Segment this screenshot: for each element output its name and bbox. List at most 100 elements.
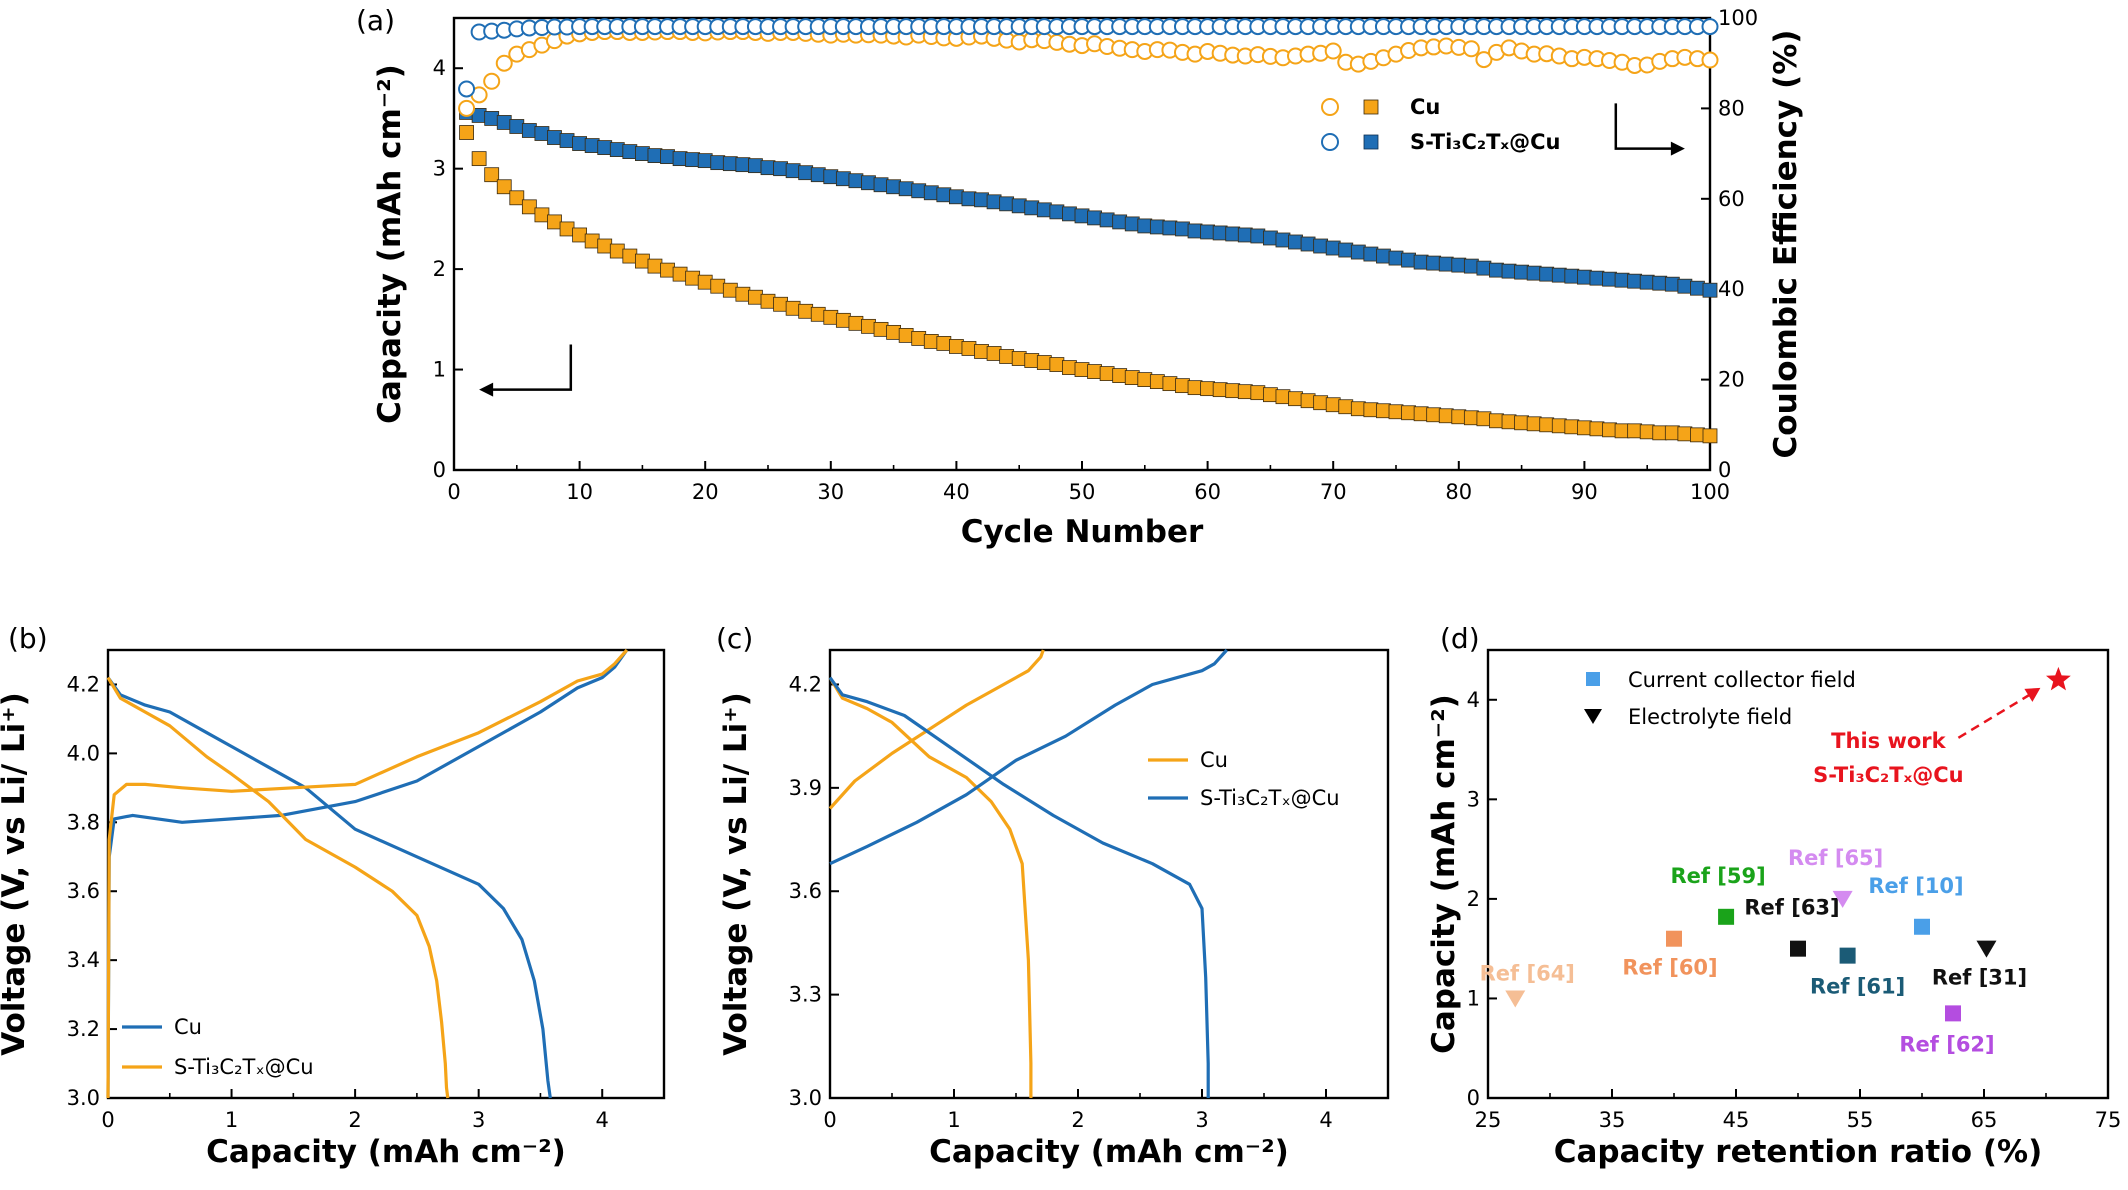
panel-label: (b) bbox=[8, 622, 48, 655]
capacity-point bbox=[1087, 210, 1102, 226]
legend-sti-label: S-Ti₃C₂Tₓ@Cu bbox=[1410, 130, 1560, 154]
ref-point-label: Ref [60] bbox=[1622, 956, 1717, 980]
capacity-point bbox=[1639, 274, 1655, 290]
capacity-point bbox=[936, 336, 952, 351]
capacity-point bbox=[1288, 391, 1303, 407]
capacity-point bbox=[1350, 244, 1366, 260]
capacity-point bbox=[1677, 426, 1693, 442]
capacity-point bbox=[635, 253, 650, 269]
x-tick-label: 2 bbox=[1071, 1108, 1084, 1132]
y-right-tick-label: 0 bbox=[1718, 458, 1731, 482]
capacity-point bbox=[647, 258, 663, 274]
capacity-point bbox=[848, 315, 864, 331]
y-axis-label: Voltage (V, vs Li/ Li⁺) bbox=[718, 692, 754, 1056]
x-tick-label: 0 bbox=[101, 1108, 114, 1132]
x-tick-label: 75 bbox=[2095, 1108, 2122, 1132]
panel-a-label: (a) bbox=[356, 4, 395, 37]
y-tick-label: 3.0 bbox=[789, 1086, 822, 1110]
capacity-point bbox=[1300, 236, 1316, 252]
y-tick-label: 4 bbox=[1467, 688, 1480, 712]
capacity-point bbox=[949, 339, 964, 354]
capacity-point bbox=[1564, 419, 1580, 435]
panel-d-label: (d) bbox=[1440, 622, 1480, 655]
capacity-point bbox=[1551, 267, 1567, 283]
ce-point bbox=[1701, 18, 1719, 36]
capacity-point bbox=[1426, 255, 1442, 271]
y-tick-label: 3 bbox=[433, 157, 446, 181]
y-axis-label: Voltage (V, vs Li/ Li⁺) bbox=[0, 692, 32, 1056]
ref-point-label: Ref [65] bbox=[1788, 846, 1883, 870]
capacity-point bbox=[1275, 232, 1291, 248]
capacity-point bbox=[1099, 212, 1115, 228]
x-axis-label: Cycle Number bbox=[961, 514, 1204, 550]
capacity-point bbox=[697, 274, 713, 290]
y-tick-label: 4.2 bbox=[789, 672, 822, 696]
capacity-point bbox=[1175, 378, 1190, 394]
capacity-point bbox=[622, 144, 638, 159]
capacity-point bbox=[1652, 425, 1668, 441]
y-tick-label: 3.3 bbox=[789, 983, 822, 1007]
capacity-point bbox=[484, 111, 500, 126]
ref-point-label: Ref [59] bbox=[1670, 864, 1765, 888]
capacity-point bbox=[547, 214, 562, 230]
capacity-point bbox=[484, 167, 500, 183]
x-axis-label: Capacity retention ratio (%) bbox=[1554, 1134, 2043, 1170]
capacity-point bbox=[521, 123, 537, 138]
panel-a-frame bbox=[452, 16, 1712, 472]
y-right-tick-label: 40 bbox=[1718, 277, 1745, 301]
capacity-point bbox=[1463, 410, 1479, 426]
capacity-point bbox=[697, 153, 713, 169]
capacity-point bbox=[949, 189, 964, 205]
capacity-point bbox=[748, 158, 763, 174]
panel-(c)-frame bbox=[828, 648, 1390, 1100]
capacity-point bbox=[1690, 427, 1705, 443]
capacity-point bbox=[1162, 220, 1178, 236]
legend-label: S-Ti₃C₂Tₓ@Cu bbox=[1200, 786, 1340, 810]
discharge-curve bbox=[828, 676, 1210, 1098]
capacity-point bbox=[1551, 418, 1567, 434]
capacity-point bbox=[798, 165, 814, 181]
capacity-point bbox=[1413, 406, 1429, 422]
x-tick-label: 30 bbox=[817, 480, 844, 504]
capacity-point bbox=[685, 152, 701, 168]
legend-label: Cu bbox=[1200, 748, 1228, 772]
capacity-point bbox=[559, 133, 575, 148]
x-tick-label: 3 bbox=[1195, 1108, 1208, 1132]
capacity-point bbox=[1187, 223, 1203, 239]
capacity-point bbox=[1438, 256, 1454, 272]
capacity-point bbox=[798, 303, 814, 319]
legend-label: Cu bbox=[174, 1015, 202, 1039]
capacity-point bbox=[974, 344, 989, 359]
x-tick-label: 1 bbox=[225, 1108, 238, 1132]
x-tick-label: 4 bbox=[596, 1108, 609, 1132]
x-tick-label: 50 bbox=[1069, 480, 1096, 504]
y-tick-label: 3.0 bbox=[67, 1086, 100, 1110]
capacity-point bbox=[459, 125, 474, 140]
y-tick-label: 3.6 bbox=[67, 879, 100, 903]
legend-electrolyte-marker bbox=[1584, 709, 1602, 724]
x-tick-label: 100 bbox=[1690, 480, 1730, 504]
capacity-point bbox=[1325, 397, 1341, 413]
ce-point bbox=[1701, 51, 1719, 69]
capacity-point bbox=[1589, 270, 1605, 286]
capacity-point bbox=[1652, 275, 1668, 291]
ref-point-triangle bbox=[1976, 940, 1997, 958]
ref-point-label: Ref [31] bbox=[1932, 966, 2027, 990]
capacity-point bbox=[1489, 262, 1504, 278]
this-work-sublabel: S-Ti₃C₂Tₓ@Cu bbox=[1813, 763, 1963, 787]
this-work-arrow bbox=[1957, 690, 2036, 739]
capacity-point bbox=[1263, 387, 1278, 403]
y-right-tick-label: 100 bbox=[1718, 6, 1758, 30]
ce-point bbox=[495, 54, 513, 72]
capacity-point bbox=[961, 191, 977, 207]
capacity-point bbox=[1702, 428, 1718, 444]
capacity-point bbox=[1627, 423, 1643, 439]
capacity-point bbox=[1664, 276, 1680, 292]
capacity-point bbox=[1388, 404, 1404, 420]
capacity-point bbox=[974, 192, 989, 208]
capacity-point bbox=[848, 173, 864, 189]
y-tick-label: 0 bbox=[433, 458, 446, 482]
legend-cu-label: Cu bbox=[1410, 95, 1440, 119]
capacity-point bbox=[760, 160, 776, 176]
capacity-point bbox=[660, 149, 675, 165]
